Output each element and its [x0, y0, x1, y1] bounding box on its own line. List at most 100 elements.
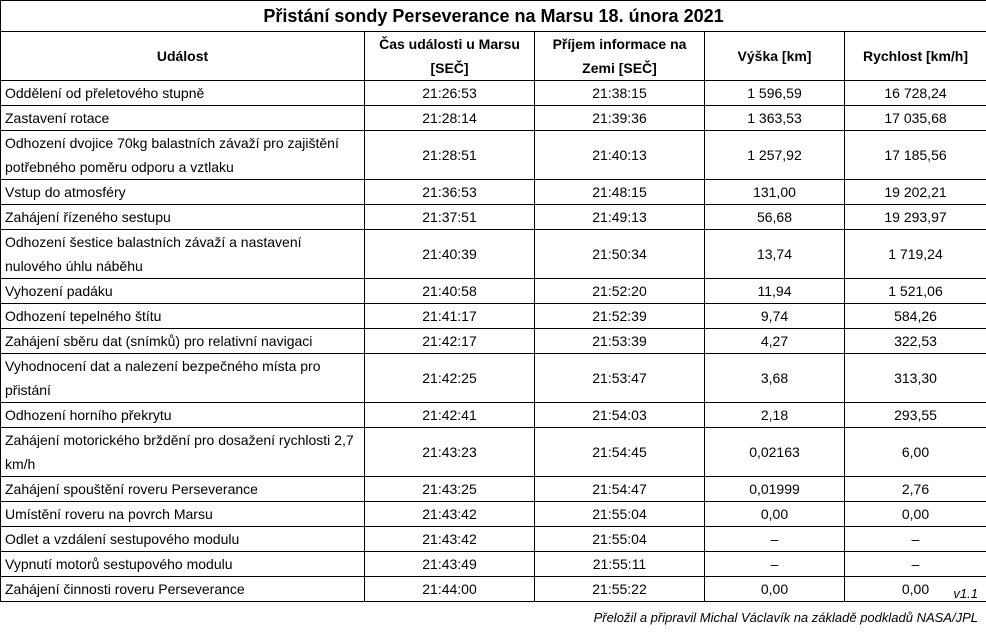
time-earth-cell: 21:53:47: [534, 353, 705, 403]
event-cell: Zahájení spouštění roveru Perseverance: [0, 476, 365, 502]
time-earth-cell: 21:52:20: [534, 278, 705, 304]
event-cell: Vypnutí motorů sestupového modulu: [0, 551, 365, 577]
altitude-cell: 0,02163: [704, 427, 845, 477]
event-cell: Odhození dvojice 70kg balastních závaží …: [0, 130, 365, 180]
time-mars-cell: 21:43:49: [364, 551, 535, 577]
altitude-cell: 9,74: [704, 303, 845, 329]
speed-cell: 2,76: [843, 476, 986, 502]
event-cell: Odhození šestice balastních závaží a nas…: [0, 229, 365, 279]
table-row: Zahájení motorického brždění pro dosažen…: [0, 427, 986, 477]
table-row: Vstup do atmosféry 21:36:53 21:48:15 131,00…: [0, 179, 986, 205]
time-earth-cell: 21:54:03: [534, 402, 705, 428]
altitude-cell: 0,00: [704, 501, 845, 527]
event-cell: Umístění roveru na povrch Marsu: [0, 501, 365, 527]
time-earth-cell: 21:54:47: [534, 476, 705, 502]
table-body: Oddělení od přeletového stupně 21:26:53 21…: [0, 80, 986, 602]
time-mars-cell: 21:40:58: [364, 278, 535, 304]
altitude-cell: 56,68: [704, 204, 845, 230]
table-row: Zahájení činnosti roveru Perseverance 21:…: [0, 576, 986, 602]
speed-cell: 1 521,06: [843, 278, 986, 304]
time-earth-cell: 21:55:11: [534, 551, 705, 577]
altitude-cell: –: [704, 526, 845, 552]
speed-cell: 19 202,21: [843, 179, 986, 205]
time-earth-cell: 21:39:36: [534, 105, 705, 131]
speed-cell: 1 719,24: [843, 229, 986, 279]
altitude-cell: 4,27: [704, 328, 845, 354]
speed-cell: 6,00: [843, 427, 986, 477]
time-mars-cell: 21:28:51: [364, 130, 535, 180]
event-cell: Vyhození padáku: [0, 278, 365, 304]
time-earth-cell: 21:55:04: [534, 501, 705, 527]
event-cell: Zastavení rotace: [0, 105, 365, 131]
time-mars-cell: 21:41:17: [364, 303, 535, 329]
time-mars-cell: 21:43:23: [364, 427, 535, 477]
speed-cell: 0,00: [843, 576, 986, 602]
event-cell: Oddělení od přeletového stupně: [0, 80, 365, 106]
speed-cell: 19 293,97: [843, 204, 986, 230]
time-mars-cell: 21:43:42: [364, 526, 535, 552]
time-earth-cell: 21:48:15: [534, 179, 705, 205]
table-row: Odhození horního překrytu 21:42:41 21:54:0…: [0, 402, 986, 428]
time-earth-cell: 21:40:13: [534, 130, 705, 180]
altitude-cell: 2,18: [704, 402, 845, 428]
altitude-cell: 0,01999: [704, 476, 845, 502]
speed-cell: 313,30: [843, 353, 986, 403]
header-time-earth: Příjem informace na Zemi [SEČ]: [534, 31, 705, 81]
time-earth-cell: 21:52:39: [534, 303, 705, 329]
altitude-cell: –: [704, 551, 845, 577]
speed-cell: 0,00: [843, 501, 986, 527]
time-mars-cell: 21:44:00: [364, 576, 535, 602]
time-earth-cell: 21:50:34: [534, 229, 705, 279]
table-row: Zastavení rotace 21:28:14 21:39:36 1 363,53…: [0, 105, 986, 131]
speed-cell: –: [843, 526, 986, 552]
altitude-cell: 0,00: [704, 576, 845, 602]
altitude-cell: 13,74: [704, 229, 845, 279]
table-row: Zahájení sběru dat (snímků) pro relativn…: [0, 328, 986, 354]
altitude-cell: 1 363,53: [704, 105, 845, 131]
speed-cell: –: [843, 551, 986, 577]
event-cell: Vyhodnocení dat a nalezení bezpečného mí…: [0, 353, 365, 403]
time-mars-cell: 21:36:53: [364, 179, 535, 205]
event-cell: Zahájení činnosti roveru Perseverance: [0, 576, 365, 602]
event-cell: Zahájení sběru dat (snímků) pro relativn…: [0, 328, 365, 354]
table-row: Odlet a vzdálení sestupového modulu 21:43…: [0, 526, 986, 552]
speed-cell: 17 035,68: [843, 105, 986, 131]
speed-cell: 17 185,56: [843, 130, 986, 180]
table-row: Zahájení řízeného sestupu 21:37:51 21:49:1…: [0, 204, 986, 230]
speed-cell: 16 728,24: [843, 80, 986, 106]
time-earth-cell: 21:49:13: [534, 204, 705, 230]
time-mars-cell: 21:26:53: [364, 80, 535, 106]
time-earth-cell: 21:38:15: [534, 80, 705, 106]
altitude-cell: 11,94: [704, 278, 845, 304]
time-mars-cell: 21:43:42: [364, 501, 535, 527]
event-cell: Odhození horního překrytu: [0, 402, 365, 428]
table-row: Umístění roveru na povrch Marsu 21:43:42 2…: [0, 501, 986, 527]
table-row: Vyhození padáku 21:40:58 21:52:20 11,94 1 52…: [0, 278, 986, 304]
header-speed: Rychlost [km/h]: [843, 31, 986, 81]
table-title: Přistání sondy Perseverance na Marsu 18.…: [0, 0, 986, 32]
time-earth-cell: 21:53:39: [534, 328, 705, 354]
speed-cell: 322,53: [843, 328, 986, 354]
time-mars-cell: 21:42:41: [364, 402, 535, 428]
time-mars-cell: 21:43:25: [364, 476, 535, 502]
table-row: Vyhodnocení dat a nalezení bezpečného mí…: [0, 353, 986, 403]
event-cell: Zahájení řízeného sestupu: [0, 204, 365, 230]
table-row: Oddělení od přeletového stupně 21:26:53 21…: [0, 80, 986, 106]
credit-note: Přeložil a připravil Michal Václavík na …: [593, 610, 978, 625]
time-earth-cell: 21:55:22: [534, 576, 705, 602]
time-mars-cell: 21:28:14: [364, 105, 535, 131]
event-cell: Odlet a vzdálení sestupového modulu: [0, 526, 365, 552]
event-cell: Vstup do atmosféry: [0, 179, 365, 205]
table-row: Zahájení spouštění roveru Perseverance 21…: [0, 476, 986, 502]
speed-cell: 584,26: [843, 303, 986, 329]
header-altitude: Výška [km]: [704, 31, 845, 81]
event-cell: Odhození tepelného štítu: [0, 303, 365, 329]
time-mars-cell: 21:42:17: [364, 328, 535, 354]
event-cell: Zahájení motorického brždění pro dosažen…: [0, 427, 365, 477]
version-label: v1.1: [953, 586, 978, 601]
time-mars-cell: 21:40:39: [364, 229, 535, 279]
table-row: Odhození dvojice 70kg balastních závaží …: [0, 130, 986, 180]
table-row: Vypnutí motorů sestupového modulu 21:43:4…: [0, 551, 986, 577]
altitude-cell: 1 596,59: [704, 80, 845, 106]
